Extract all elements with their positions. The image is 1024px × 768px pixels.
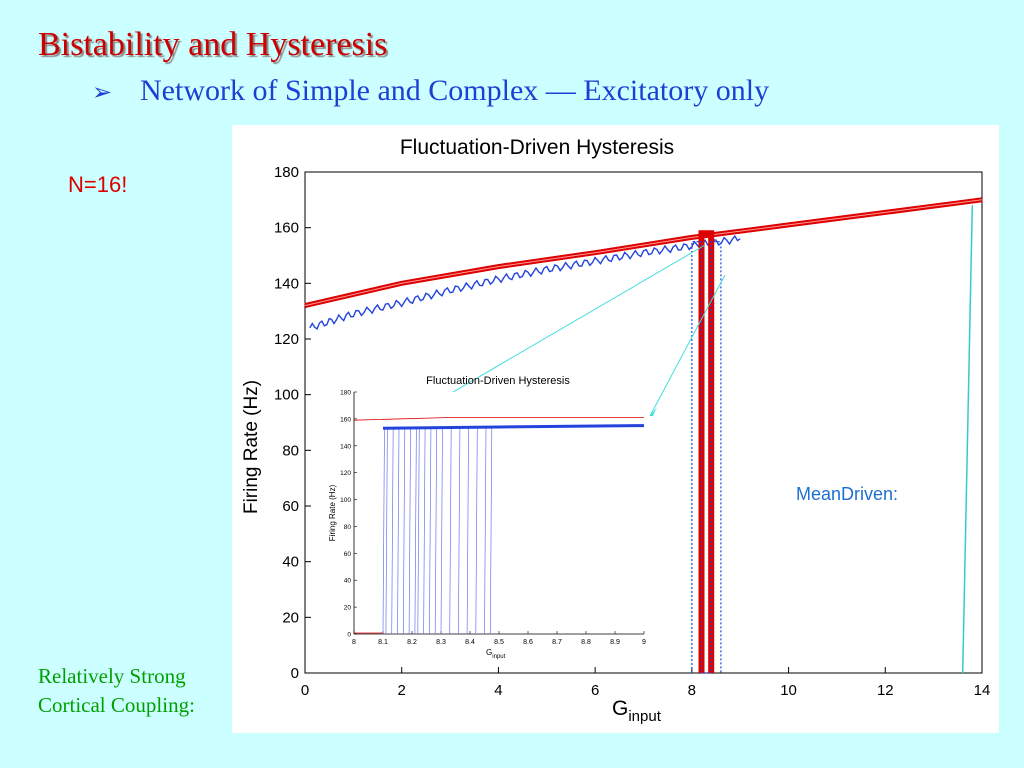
bullet-arrow-icon: ➢ bbox=[92, 78, 113, 106]
x-tick-label: 8 bbox=[688, 682, 696, 699]
inset-x-axis-label-sub: input bbox=[492, 654, 505, 660]
x-tick-label: 6 bbox=[591, 682, 599, 699]
inset-transition-line bbox=[440, 426, 443, 635]
inset-y-tick-label: 20 bbox=[344, 605, 352, 612]
x-axis-label-main: G bbox=[612, 697, 628, 720]
inset-transition-line bbox=[414, 426, 417, 635]
inset-series-line bbox=[353, 417, 644, 421]
series-line-highlight bbox=[304, 199, 983, 307]
slide-subtitle: Network of Simple and Complex — Excitato… bbox=[140, 74, 770, 107]
y-tick-label: 20 bbox=[282, 609, 299, 626]
inset-x-tick-label: 8.8 bbox=[581, 639, 591, 646]
x-axis-label: Ginput bbox=[612, 697, 662, 725]
inset-y-tick-label: 40 bbox=[344, 578, 352, 585]
y-tick-label: 120 bbox=[274, 331, 299, 348]
x-tick-label: 10 bbox=[780, 682, 797, 699]
inset-x-tick-label: 8.7 bbox=[552, 639, 562, 646]
x-tick-label: 14 bbox=[974, 682, 991, 699]
inset-series-line bbox=[382, 424, 645, 430]
inset-title: Fluctuation-Driven Hysteresis bbox=[426, 375, 570, 387]
x-axis-label-sub: input bbox=[628, 708, 661, 725]
inset-transition-line bbox=[402, 426, 406, 635]
coupling-label: Relatively Strong Cortical Coupling: bbox=[38, 662, 195, 720]
inset-x-tick-label: 8 bbox=[352, 639, 356, 646]
inset-connector-line bbox=[649, 274, 726, 417]
chart-panel: 0 2 4 6 8 10 12 14 0 20 40 60 80 100 120 140 160 180 Fluc… bbox=[232, 125, 999, 733]
inset-x-tick-label: 8.6 bbox=[523, 639, 533, 646]
y-tick-label: 0 bbox=[291, 665, 299, 682]
y-tick-label: 180 bbox=[274, 164, 299, 181]
inset-transition-line bbox=[385, 426, 388, 635]
inset-y-tick-label: 120 bbox=[340, 470, 351, 477]
slide-title: Bistability and Hysteresis bbox=[38, 26, 388, 63]
inset-y-tick-label: 0 bbox=[347, 632, 351, 639]
inset-transition-line bbox=[382, 426, 385, 635]
inset-y-tick-label: 100 bbox=[340, 497, 351, 504]
chart-title: Fluctuation-Driven Hysteresis bbox=[400, 136, 674, 159]
y-tick-label: 100 bbox=[274, 387, 299, 404]
inset-x-axis-label-main: G bbox=[486, 648, 492, 657]
inset-transition-line bbox=[429, 426, 432, 635]
inset-y-tick-label: 160 bbox=[340, 416, 351, 423]
coupling-label-line2: Cortical Coupling: bbox=[38, 693, 195, 717]
inset-transition-line bbox=[466, 426, 469, 635]
inset-y-tick-label: 140 bbox=[340, 443, 351, 450]
inset-transition-line bbox=[449, 426, 452, 635]
inset-x-tick-label: 9 bbox=[642, 639, 646, 646]
inset-y-tick-label: 60 bbox=[344, 551, 352, 558]
x-tick-label: 4 bbox=[494, 682, 502, 699]
inset-transition-line bbox=[397, 426, 400, 635]
x-tick-label: 2 bbox=[398, 682, 406, 699]
inset-transition-line bbox=[434, 426, 438, 635]
coupling-label-line1: Relatively Strong bbox=[38, 664, 186, 688]
inset-plot: 8 8.1 8.2 8.3 8.4 8.5 8.6 8.7 8.8 8.9 9 0 20 40 60 80 10… bbox=[340, 390, 646, 647]
inset-x-tick-label: 8.1 bbox=[378, 639, 388, 646]
inset-transition-line bbox=[408, 426, 411, 635]
y-tick-label: 160 bbox=[274, 220, 299, 237]
inset-transition-line bbox=[475, 426, 478, 635]
series-line bbox=[691, 241, 722, 674]
inset-transition-line bbox=[423, 426, 426, 635]
inset-plot-background bbox=[354, 392, 644, 634]
inset-transition-line bbox=[391, 426, 394, 635]
y-tick-label: 140 bbox=[274, 275, 299, 292]
inset-y-axis-label: Firing Rate (Hz) bbox=[328, 484, 337, 541]
series-line bbox=[309, 234, 741, 330]
main-plot-frame bbox=[304, 171, 983, 674]
mean-driven-annotation: MeanDriven: bbox=[796, 484, 898, 504]
y-tick-label: 60 bbox=[282, 498, 299, 515]
connector-arrowhead bbox=[650, 407, 657, 416]
inset-transition-line bbox=[484, 426, 487, 635]
inset-x-tick-label: 8.5 bbox=[494, 639, 504, 646]
x-tick-label: 0 bbox=[301, 682, 309, 699]
y-tick-label: 40 bbox=[282, 554, 299, 571]
inset-transition-line bbox=[489, 426, 493, 635]
inset-x-tick-label: 8.3 bbox=[436, 639, 446, 646]
inset-x-tick-label: 8.9 bbox=[610, 639, 620, 646]
series-line bbox=[961, 205, 974, 674]
inset-y-tick-label: 180 bbox=[340, 390, 351, 397]
inset-x-tick-label: 8.2 bbox=[407, 639, 417, 646]
series-line bbox=[304, 197, 983, 309]
x-tick-label: 12 bbox=[877, 682, 894, 699]
inset-x-tick-label: 8.4 bbox=[465, 639, 475, 646]
y-axis-label: Firing Rate (Hz) bbox=[241, 380, 262, 514]
inset-x-axis-label: Ginput bbox=[486, 648, 506, 660]
inset-transition-line bbox=[417, 426, 420, 635]
y-tick-label: 80 bbox=[282, 442, 299, 459]
inset-transition-line bbox=[458, 426, 461, 635]
series-line bbox=[698, 230, 715, 673]
inset-y-tick-label: 80 bbox=[344, 524, 352, 531]
network-size-label: N=16! bbox=[68, 172, 128, 197]
